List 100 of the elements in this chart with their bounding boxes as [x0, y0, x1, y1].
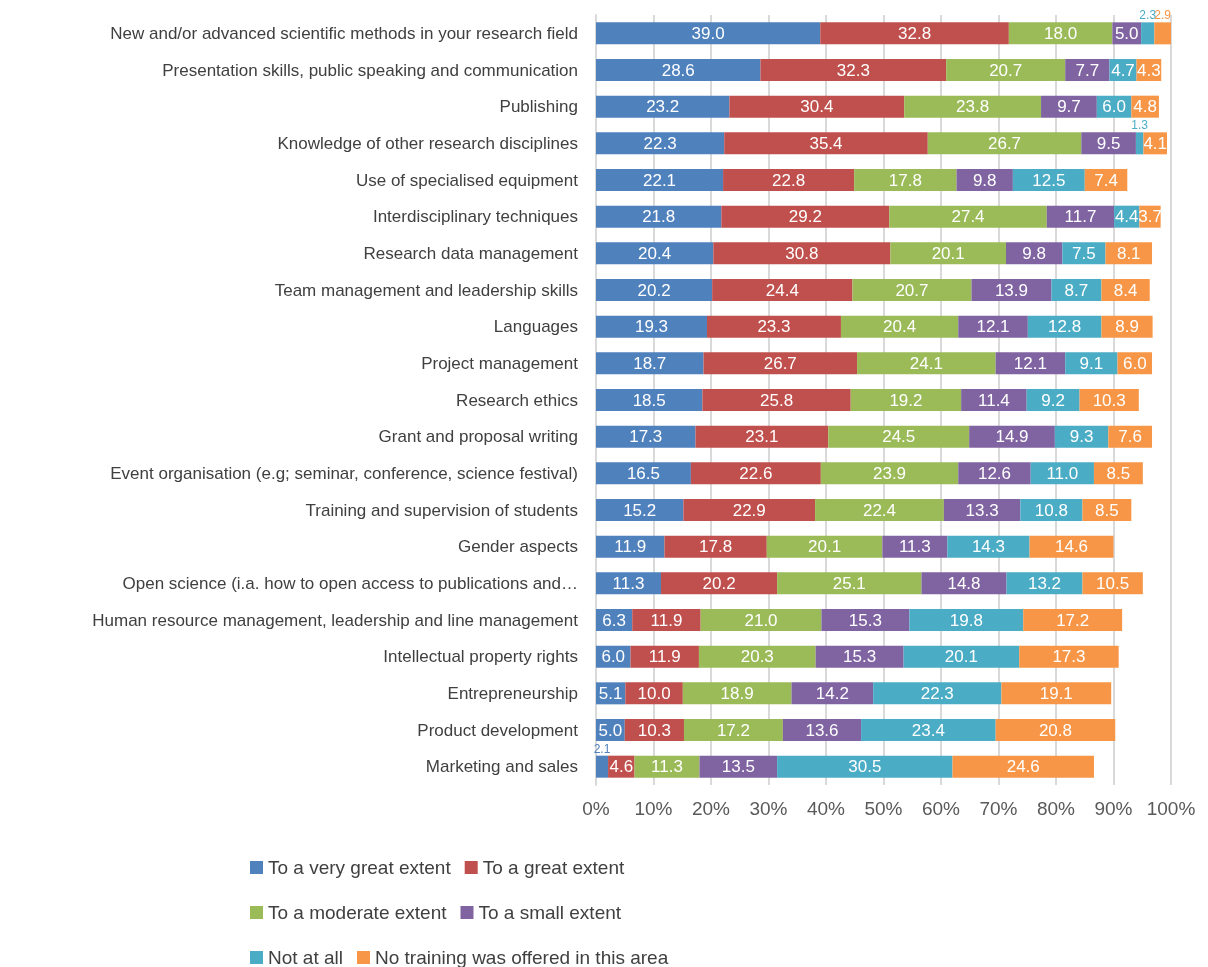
data-label: 20.1 — [808, 537, 842, 557]
x-tick-label: 10% — [634, 798, 673, 819]
data-label: 8.5 — [1106, 463, 1131, 483]
data-label: 19.1 — [1039, 683, 1073, 703]
bar — [695, 425, 829, 448]
data-label: 22.1 — [642, 170, 677, 190]
data-label: 20.2 — [702, 573, 736, 593]
data-label: 32.8 — [898, 23, 932, 43]
bar — [660, 572, 778, 595]
bar — [857, 352, 996, 375]
bar — [927, 132, 1082, 155]
bar — [596, 132, 725, 155]
bar — [596, 242, 714, 265]
bar — [596, 59, 761, 81]
data-label: 10.0 — [637, 683, 671, 703]
bar — [706, 315, 841, 338]
bar — [791, 682, 874, 705]
data-label: 19.8 — [949, 610, 983, 630]
data-label: 22.9 — [732, 500, 766, 520]
x-tick-label: 70% — [979, 798, 1018, 819]
y-tick-label: Grant and proposal writing — [378, 427, 578, 447]
data-label: 17.2 — [716, 720, 750, 740]
data-label: 12.8 — [1048, 317, 1082, 337]
legend-label: To a very great extent — [268, 857, 452, 878]
data-label: 22.6 — [739, 463, 773, 483]
data-label: 19.2 — [889, 390, 923, 410]
bar — [724, 132, 928, 155]
data-label: 1.3 — [1131, 118, 1149, 133]
x-tick-label: 80% — [1036, 798, 1076, 819]
y-tick-label: Open science (i.a. how to open access to publications and… — [122, 573, 578, 593]
bar — [683, 719, 783, 741]
bar — [1041, 95, 1097, 118]
data-label: 20.8 — [1038, 720, 1072, 740]
bar — [1065, 352, 1118, 375]
y-tick-label: Product development — [417, 720, 579, 740]
y-tick-label: Training and supervision of students — [305, 500, 578, 520]
data-label: 32.3 — [836, 60, 870, 80]
data-label: 35.4 — [809, 133, 843, 153]
bar — [596, 169, 724, 191]
data-label: 15.3 — [843, 647, 877, 667]
bar — [1023, 609, 1123, 631]
data-label: 11.9 — [648, 647, 681, 667]
data-label: 9.5 — [1096, 133, 1121, 153]
y-tick-label: Marketing and sales — [425, 757, 578, 777]
x-tick-label: 60% — [921, 798, 961, 819]
data-label: 26.7 — [763, 353, 797, 373]
data-label: 6.0 — [1122, 353, 1147, 373]
data-label: 17.8 — [699, 537, 733, 557]
bar — [682, 682, 792, 705]
data-label: 18.7 — [633, 353, 667, 373]
bar — [596, 755, 609, 778]
bar — [760, 59, 947, 81]
data-label: 5.0 — [598, 720, 623, 740]
bar — [1141, 22, 1155, 45]
y-tick-label: Knowledge of other research disciplines — [277, 133, 578, 153]
data-label: 20.2 — [637, 280, 671, 300]
data-label: 6.3 — [602, 610, 626, 630]
y-tick-label: Project management — [421, 353, 579, 373]
y-tick-label: Research ethics — [456, 390, 578, 410]
y-tick-label: New and/or advanced scientific methods in your research field — [110, 23, 578, 43]
data-label: 14.2 — [815, 683, 849, 703]
data-label: 17.3 — [629, 427, 663, 447]
data-label: 2.9 — [1154, 8, 1172, 23]
data-label: 28.6 — [661, 60, 695, 80]
data-label: 9.3 — [1069, 427, 1094, 447]
bar — [713, 242, 891, 265]
data-label: 13.9 — [994, 280, 1028, 300]
bar — [947, 535, 1030, 558]
bar — [815, 499, 944, 521]
bar — [828, 425, 970, 448]
bar — [890, 242, 1006, 265]
data-label: 7.4 — [1094, 170, 1118, 190]
data-label: 17.2 — [1056, 610, 1090, 630]
bar — [1008, 22, 1113, 45]
data-label: 8.9 — [1115, 317, 1139, 337]
bar — [873, 682, 1002, 705]
data-label: 5.1 — [598, 683, 623, 703]
x-tick-label: 20% — [691, 798, 731, 819]
data-label: 2.3 — [1139, 8, 1157, 23]
data-label: 8.1 — [1116, 243, 1141, 263]
bar — [664, 535, 767, 558]
data-label: 30.4 — [800, 97, 834, 117]
data-label: 25.1 — [832, 573, 866, 593]
data-label: 12.1 — [976, 317, 1010, 337]
data-label: 12.6 — [977, 463, 1012, 483]
data-label: 6.0 — [1102, 97, 1126, 117]
bar — [683, 499, 816, 521]
data-label: 10.3 — [1092, 390, 1126, 410]
data-label: 29.2 — [788, 207, 822, 227]
data-label: 13.5 — [721, 757, 755, 777]
data-label: 23.3 — [757, 317, 791, 337]
bar — [700, 609, 822, 631]
data-label: 13.3 — [965, 500, 999, 520]
y-tick-label: Event organisation (e.g; seminar, conference, science festival) — [110, 463, 578, 483]
legend-label: Not at all — [268, 947, 343, 967]
data-label: 20.7 — [895, 280, 929, 300]
data-label: 13.6 — [805, 720, 839, 740]
data-label: 9.2 — [1041, 390, 1065, 410]
data-label: 12.5 — [1032, 170, 1066, 190]
bar — [690, 462, 821, 485]
